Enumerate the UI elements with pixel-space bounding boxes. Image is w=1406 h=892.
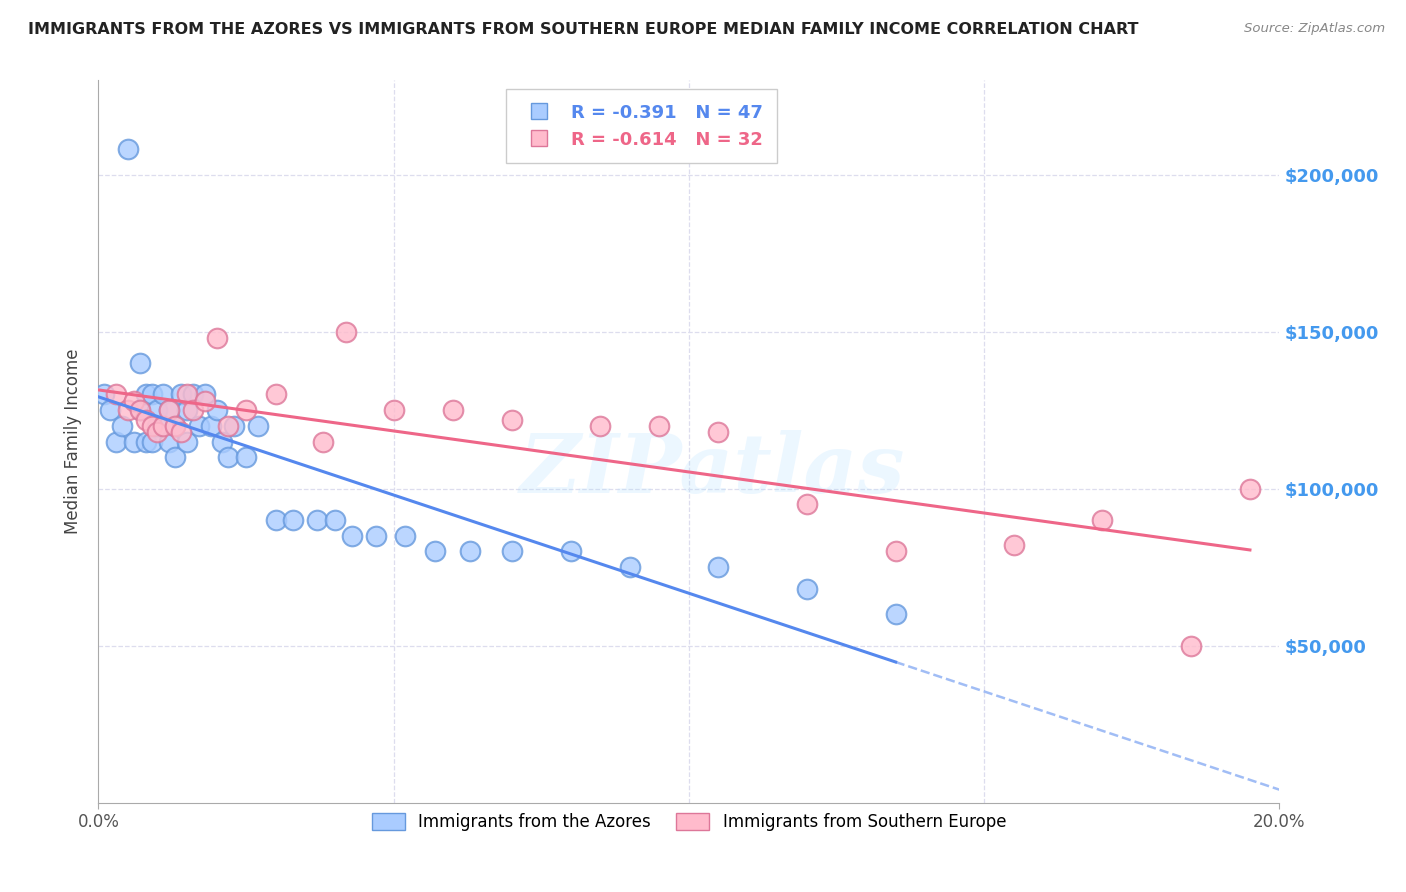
Point	[364, 529, 387, 543]
Point	[394, 529, 416, 543]
Point	[105, 387, 128, 401]
Point	[224, 418, 246, 433]
Point	[187, 418, 209, 433]
Point	[264, 513, 287, 527]
Text: IMMIGRANTS FROM THE AZORES VS IMMIGRANTS FROM SOUTHERN EUROPE MEDIAN FAMILY INCO: IMMIGRANTS FROM THE AZORES VS IMMIGRANTS…	[28, 22, 1139, 37]
Point	[217, 450, 239, 465]
Point	[648, 418, 671, 433]
Point	[157, 403, 180, 417]
Point	[176, 387, 198, 401]
Point	[141, 387, 163, 401]
Point	[194, 393, 217, 408]
Point	[1091, 513, 1114, 527]
Point	[423, 544, 446, 558]
Point	[305, 513, 328, 527]
Point	[796, 582, 818, 597]
Point	[141, 434, 163, 449]
Point	[176, 434, 198, 449]
Point	[157, 403, 180, 417]
Point	[135, 434, 157, 449]
Text: ZIPatlas: ZIPatlas	[520, 431, 905, 510]
Point	[128, 403, 150, 417]
Point	[246, 418, 269, 433]
Point	[165, 450, 187, 465]
Point	[111, 418, 134, 433]
Point	[194, 387, 217, 401]
Point	[98, 403, 121, 417]
Point	[884, 544, 907, 558]
Point	[707, 560, 730, 574]
Point	[264, 387, 287, 401]
Point	[128, 403, 150, 417]
Y-axis label: Median Family Income: Median Family Income	[65, 349, 83, 534]
Point	[152, 387, 174, 401]
Point	[382, 403, 405, 417]
Point	[170, 425, 193, 439]
Point	[165, 418, 187, 433]
Legend: Immigrants from the Azores, Immigrants from Southern Europe: Immigrants from the Azores, Immigrants f…	[366, 806, 1012, 838]
Point	[707, 425, 730, 439]
Point	[157, 434, 180, 449]
Point	[1002, 538, 1025, 552]
Point	[170, 387, 193, 401]
Point	[501, 544, 523, 558]
Point	[235, 450, 257, 465]
Text: Source: ZipAtlas.com: Source: ZipAtlas.com	[1244, 22, 1385, 36]
Point	[205, 403, 228, 417]
Point	[146, 403, 169, 417]
Point	[589, 418, 612, 433]
Point	[105, 434, 128, 449]
Point	[1239, 482, 1261, 496]
Point	[117, 142, 139, 156]
Point	[560, 544, 582, 558]
Point	[235, 403, 257, 417]
Point	[181, 387, 204, 401]
Point	[205, 331, 228, 345]
Point	[1180, 639, 1202, 653]
Point	[323, 513, 346, 527]
Point	[135, 387, 157, 401]
Point	[884, 607, 907, 622]
Point	[619, 560, 641, 574]
Point	[117, 403, 139, 417]
Point	[146, 425, 169, 439]
Point	[312, 434, 335, 449]
Point	[460, 544, 482, 558]
Point	[165, 418, 187, 433]
Point	[342, 529, 364, 543]
Point	[283, 513, 305, 527]
Point	[122, 434, 145, 449]
Point	[181, 403, 204, 417]
Point	[796, 497, 818, 511]
Point	[93, 387, 115, 401]
Point	[176, 403, 198, 417]
Point	[335, 325, 357, 339]
Point	[211, 434, 233, 449]
Point	[200, 418, 222, 433]
Point	[128, 356, 150, 370]
Point	[152, 418, 174, 433]
Point	[501, 412, 523, 426]
Point	[141, 418, 163, 433]
Point	[122, 393, 145, 408]
Point	[135, 412, 157, 426]
Point	[217, 418, 239, 433]
Point	[441, 403, 464, 417]
Point	[146, 418, 169, 433]
